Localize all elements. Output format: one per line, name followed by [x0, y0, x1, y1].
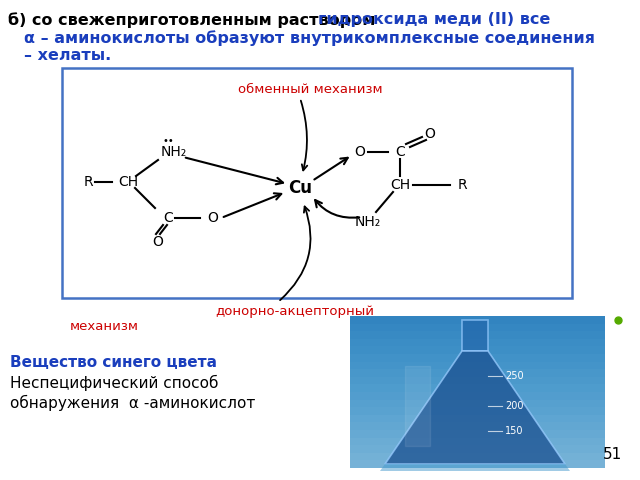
FancyBboxPatch shape — [350, 392, 605, 399]
Text: обнаружения  α -аминокислот: обнаружения α -аминокислот — [10, 395, 255, 411]
FancyBboxPatch shape — [350, 460, 605, 468]
Text: α – аминокислоты образуют внутрикомплексные соединения: α – аминокислоты образуют внутрикомплекс… — [24, 30, 595, 46]
Text: 250: 250 — [505, 371, 524, 381]
Text: CH: CH — [118, 175, 138, 189]
Text: C: C — [395, 145, 405, 159]
Text: Cu: Cu — [288, 179, 312, 197]
Text: ••: •• — [162, 136, 174, 146]
FancyBboxPatch shape — [350, 316, 605, 468]
FancyBboxPatch shape — [62, 68, 572, 298]
Text: O: O — [207, 211, 218, 225]
FancyBboxPatch shape — [350, 438, 605, 445]
Text: донорно-акцепторный: донорно-акцепторный — [216, 305, 374, 318]
FancyBboxPatch shape — [350, 384, 605, 392]
Text: O: O — [424, 127, 435, 141]
Text: 200: 200 — [505, 401, 524, 411]
Text: CH: CH — [390, 178, 410, 192]
Text: R: R — [83, 175, 93, 189]
FancyBboxPatch shape — [350, 453, 605, 460]
Text: O: O — [355, 145, 365, 159]
Polygon shape — [462, 320, 488, 351]
Text: Вещество синего цвета: Вещество синего цвета — [10, 355, 217, 370]
Text: NH₂: NH₂ — [161, 145, 187, 159]
FancyBboxPatch shape — [350, 430, 605, 438]
FancyBboxPatch shape — [350, 415, 605, 422]
Text: 51: 51 — [603, 447, 622, 462]
Text: Неспецифический способ: Неспецифический способ — [10, 375, 218, 391]
FancyBboxPatch shape — [350, 354, 605, 361]
Text: 150: 150 — [505, 426, 524, 436]
FancyBboxPatch shape — [350, 399, 605, 407]
Text: O: O — [152, 235, 163, 249]
FancyBboxPatch shape — [350, 361, 605, 369]
Text: NH₂: NH₂ — [355, 215, 381, 229]
FancyBboxPatch shape — [350, 331, 605, 339]
FancyBboxPatch shape — [350, 347, 605, 354]
Text: механизм: механизм — [70, 320, 139, 333]
FancyBboxPatch shape — [350, 377, 605, 384]
FancyBboxPatch shape — [350, 369, 605, 377]
FancyBboxPatch shape — [350, 339, 605, 347]
FancyBboxPatch shape — [350, 407, 605, 415]
Text: – хелаты.: – хелаты. — [24, 48, 111, 63]
Polygon shape — [385, 351, 565, 464]
FancyBboxPatch shape — [350, 445, 605, 453]
Polygon shape — [380, 464, 570, 471]
Text: R: R — [457, 178, 467, 192]
Text: гидроксида меди (II) все: гидроксида меди (II) все — [318, 12, 550, 27]
FancyBboxPatch shape — [350, 316, 605, 324]
FancyBboxPatch shape — [350, 422, 605, 430]
FancyBboxPatch shape — [350, 324, 605, 331]
Text: C: C — [163, 211, 173, 225]
Text: обменный механизм: обменный механизм — [237, 83, 382, 96]
Text: б) со свежеприготовленным раствором: б) со свежеприготовленным раствором — [8, 12, 381, 28]
